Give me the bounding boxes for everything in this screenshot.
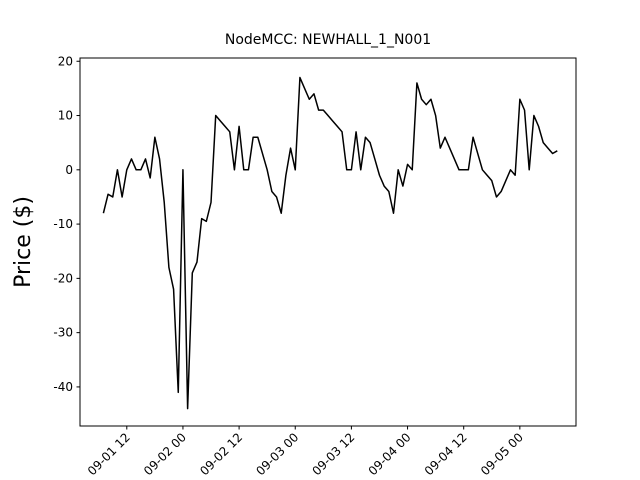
x-tick-label: 09-03 00 <box>253 430 301 478</box>
x-tick-label: 09-04 12 <box>422 430 470 478</box>
y-tick-label: 10 <box>58 109 73 123</box>
x-tick-label: 09-03 12 <box>309 430 357 478</box>
y-tick-label: 20 <box>58 54 73 68</box>
plot-frame <box>79 57 577 427</box>
x-tick-label: 09-01 12 <box>85 430 133 478</box>
y-tick-label: -40 <box>53 380 73 394</box>
x-tick-label: 09-05 00 <box>478 430 526 478</box>
x-tick-label: 09-04 00 <box>366 430 414 478</box>
price-line <box>102 76 558 410</box>
chart-title: NodeMCC: NEWHALL_1_N001 <box>225 32 431 48</box>
y-tick-label: -30 <box>53 326 73 340</box>
x-tick-label: 09-02 00 <box>141 430 189 478</box>
y-axis-label: Price ($) <box>11 196 36 288</box>
y-tick-label: -10 <box>53 217 73 231</box>
y-tick-label: 0 <box>65 163 73 177</box>
y-tick-label: -20 <box>53 271 73 285</box>
x-tick-label: 09-02 12 <box>197 430 245 478</box>
